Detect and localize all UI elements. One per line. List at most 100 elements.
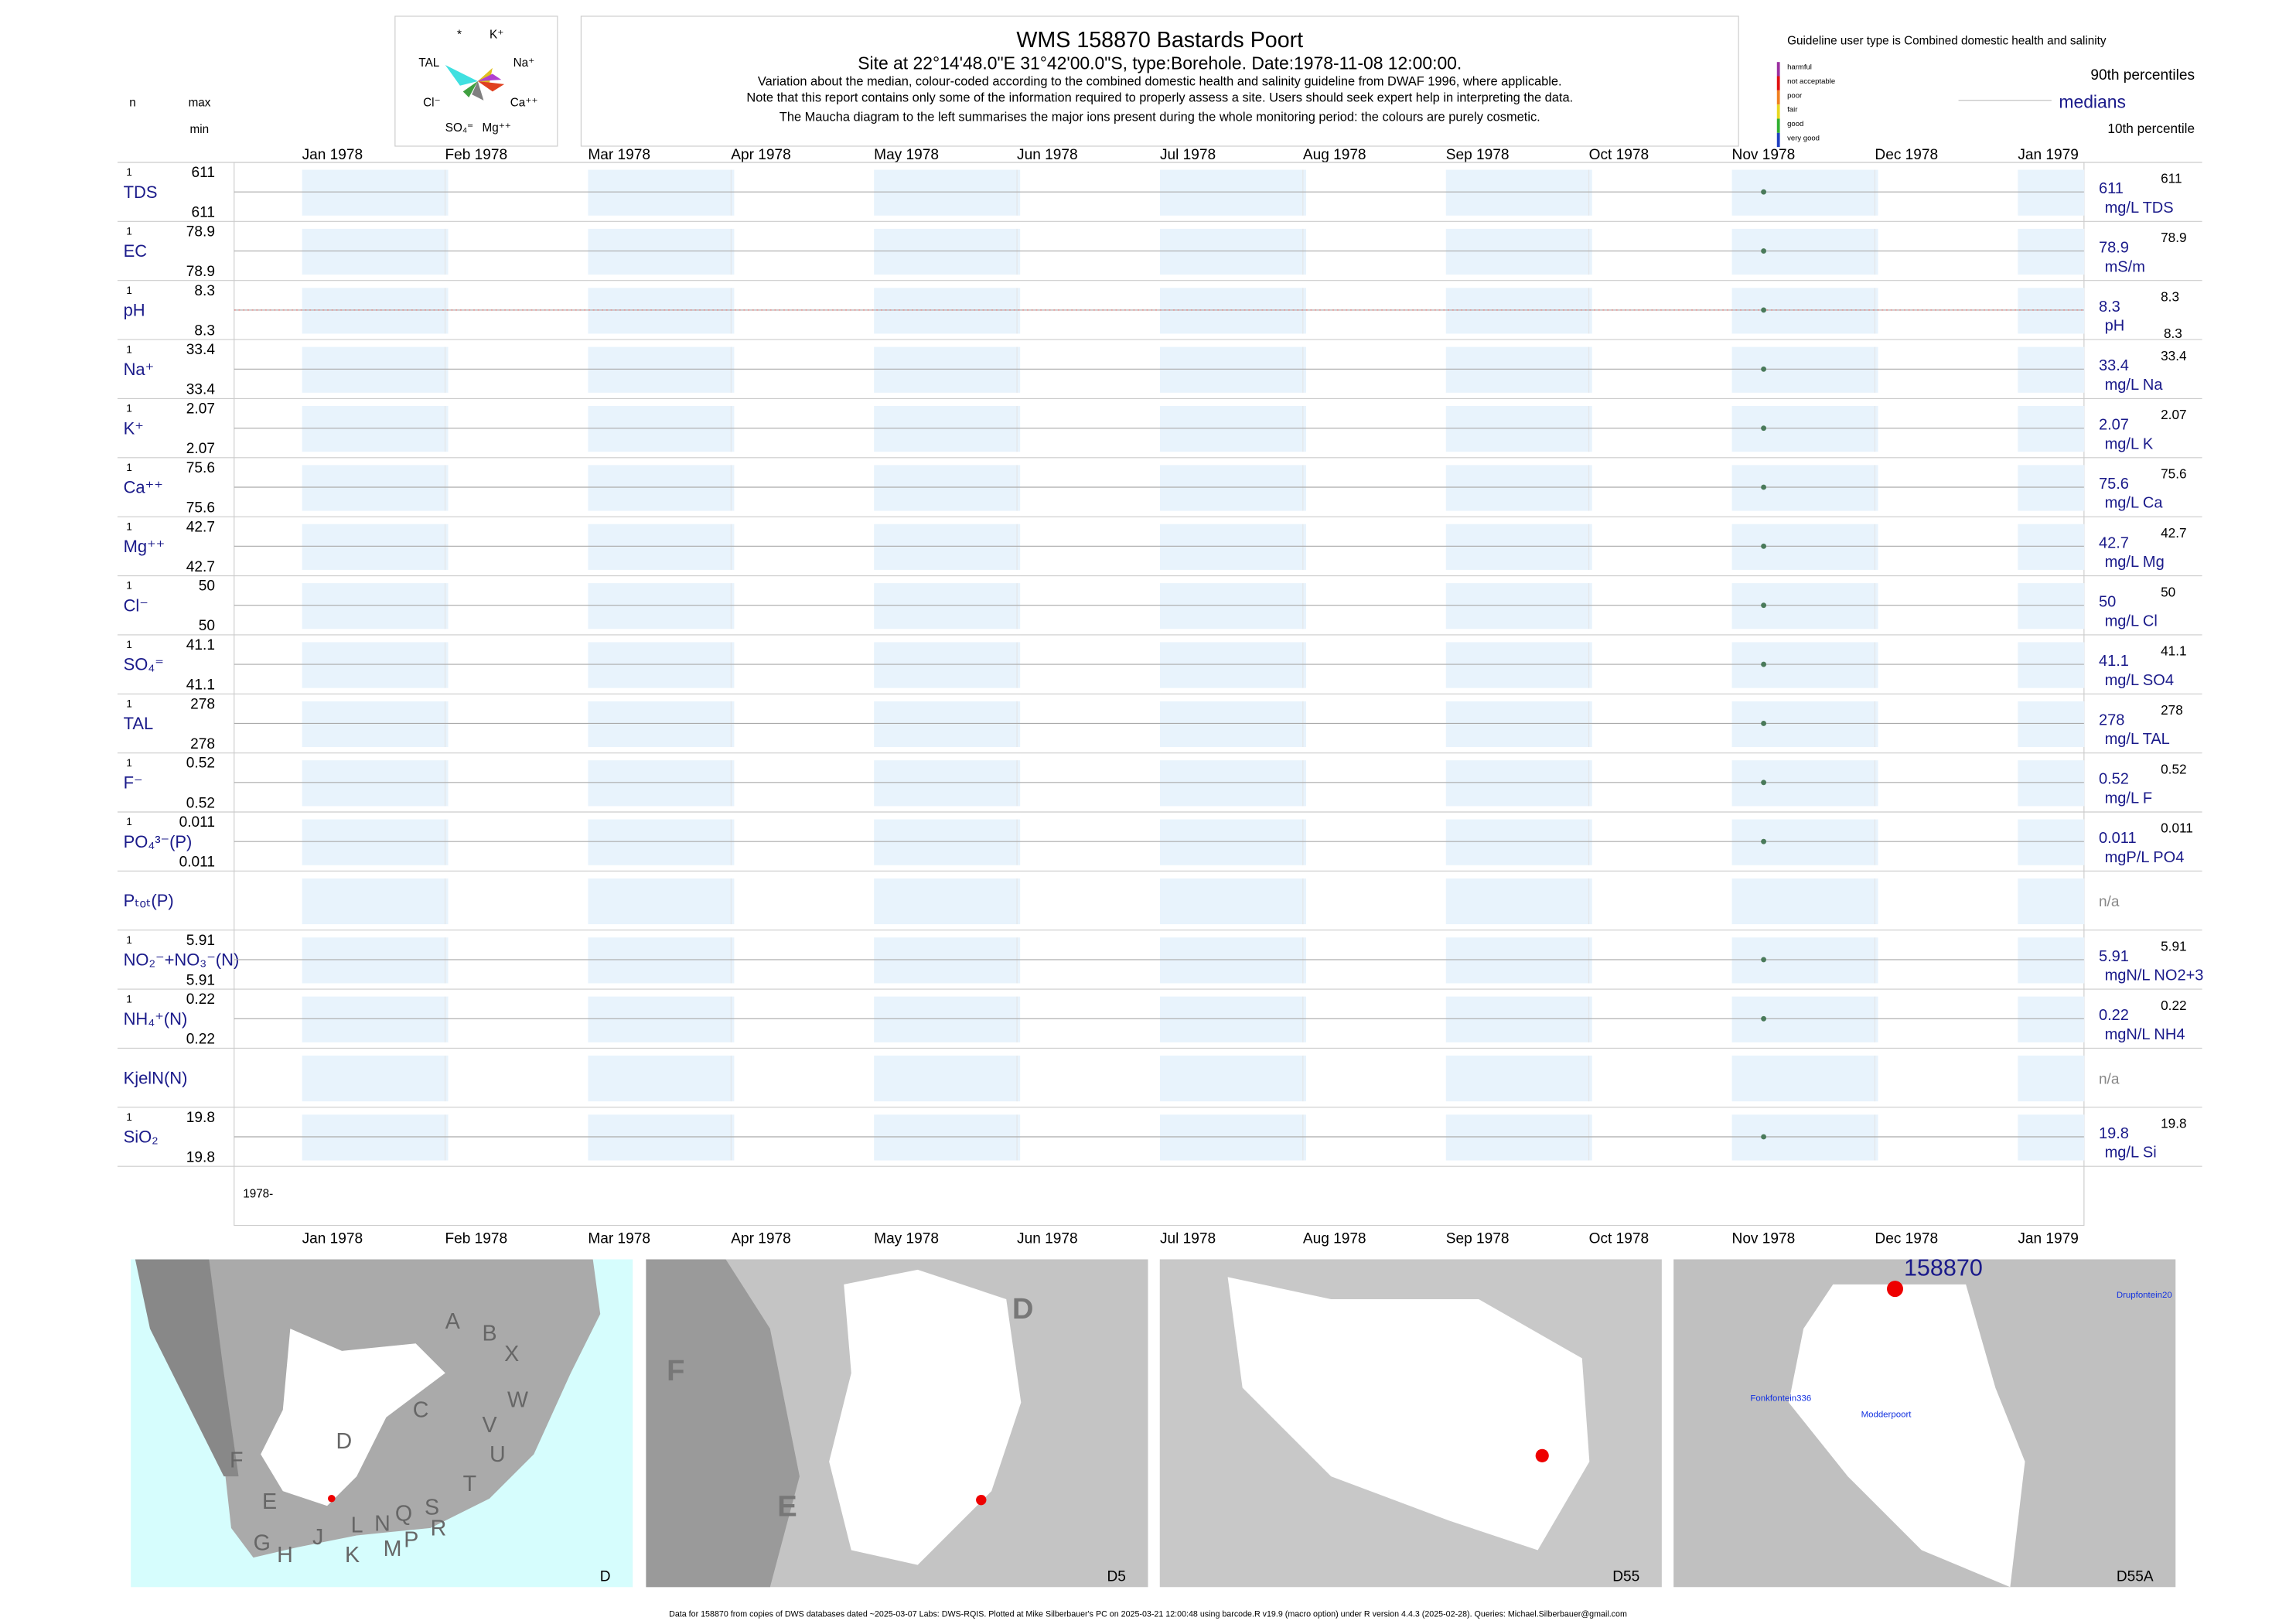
month-band [2018, 346, 2085, 393]
p90-value: 19.8 [2161, 1116, 2186, 1131]
p90-value: 78.9 [2161, 230, 2186, 245]
month-band [1445, 701, 1592, 747]
row-label: F⁻ [124, 773, 143, 792]
map-region: D [336, 1429, 353, 1454]
sample-point [1761, 484, 1767, 490]
min-value: 611 [192, 205, 215, 221]
month-band [874, 937, 1021, 984]
min-value: 78.9 [186, 264, 215, 280]
n-value: 1 [126, 816, 131, 827]
median-value: 8.3 [2099, 299, 2120, 316]
n-value: 1 [126, 580, 131, 592]
month-label: Jul 1978 [1160, 1230, 1216, 1247]
n-value: 1 [126, 934, 131, 946]
row-label: TDS [124, 183, 158, 202]
maucha-label: Ca⁺⁺ [510, 96, 538, 109]
month-label: Feb 1978 [445, 1230, 507, 1247]
month-band [1445, 642, 1592, 688]
month-label: Oct 1978 [1589, 1230, 1649, 1247]
month-band [302, 819, 449, 865]
row-label: K⁺ [124, 418, 144, 438]
month-label: Nov 1978 [1732, 1230, 1796, 1247]
month-band [874, 228, 1021, 275]
month-band [874, 465, 1021, 511]
month-band [874, 169, 1021, 216]
row-label: NO₂⁻+NO₃⁻(N) [124, 950, 240, 970]
map-land [646, 1259, 800, 1588]
sample-point [1761, 957, 1767, 963]
max-value: 19.8 [186, 1110, 215, 1126]
month-band [2018, 819, 2085, 865]
min-value: 41.1 [186, 677, 215, 694]
month-band [2018, 465, 2085, 511]
legend-level: good [1787, 120, 1803, 128]
month-band [588, 642, 735, 688]
month-band [1731, 583, 1878, 629]
month-band [1731, 937, 1878, 984]
month-band [302, 996, 449, 1042]
month-band [2018, 524, 2085, 570]
sample-point [1761, 366, 1767, 372]
month-band [588, 465, 735, 511]
col-n: n [129, 96, 135, 109]
month-band [2018, 406, 2085, 452]
month-band [874, 642, 1021, 688]
p90-value: 33.4 [2161, 348, 2187, 363]
maucha-label: TAL [418, 56, 439, 70]
month-band [1731, 1056, 1878, 1102]
map-region: A [445, 1309, 461, 1334]
month-band [2018, 642, 2085, 688]
month-band [1445, 524, 1592, 570]
month-label: Sep 1978 [1446, 147, 1510, 163]
map-region: W [507, 1387, 528, 1412]
month-band [874, 1056, 1021, 1102]
legend-level: fair [1787, 106, 1798, 114]
place-label: Drupfontein20 [2117, 1291, 2172, 1300]
sample-point [1761, 661, 1767, 667]
month-band [588, 288, 735, 334]
sample-point [1761, 1134, 1767, 1140]
month-band [302, 937, 449, 984]
max-value: 0.22 [186, 991, 215, 1008]
median-value: 42.7 [2099, 534, 2129, 551]
month-band [2018, 169, 2085, 216]
month-band [1731, 996, 1878, 1042]
month-label: Jun 1978 [1017, 1230, 1078, 1247]
month-band [2018, 937, 2085, 984]
maucha-label: Cl⁻ [423, 96, 440, 109]
legend-level: very good [1787, 134, 1820, 142]
month-band [1731, 465, 1878, 511]
unit-label: mg/L K [2105, 435, 2154, 452]
map-basin [1789, 1284, 2025, 1588]
p90-value: 2.07 [2161, 407, 2186, 422]
maucha-label: SO₄⁼ [445, 121, 473, 135]
n-value: 1 [126, 1111, 131, 1123]
month-label: Jan 1979 [2018, 1230, 2079, 1247]
month-band [1445, 406, 1592, 452]
map-region: V [483, 1413, 497, 1438]
max-value: 2.07 [186, 401, 215, 418]
month-band [588, 996, 735, 1042]
month-label: Dec 1978 [1875, 1230, 1938, 1247]
map-panel-label: D5 [1107, 1569, 1125, 1585]
unit-label: mg/L Ca [2105, 495, 2164, 512]
month-band [1445, 1056, 1592, 1102]
legend-level: poor [1787, 91, 1803, 100]
month-band [1445, 228, 1592, 275]
max-value: 33.4 [186, 342, 216, 358]
month-band [1159, 642, 1306, 688]
month-band [1445, 583, 1592, 629]
map-region: C [413, 1398, 429, 1423]
month-band [588, 701, 735, 747]
month-band [2018, 878, 2085, 925]
min-value: 33.4 [186, 382, 216, 398]
month-band [2018, 760, 2085, 807]
sample-point [1761, 189, 1767, 195]
col-min: min [190, 123, 210, 136]
month-band [2018, 1114, 2085, 1161]
map-region: J [312, 1525, 323, 1550]
unit-label: mgN/L NO2+3 [2105, 967, 2204, 984]
month-band [1445, 1114, 1592, 1161]
row-label: pH [124, 301, 145, 320]
map-region: Q [395, 1501, 412, 1526]
